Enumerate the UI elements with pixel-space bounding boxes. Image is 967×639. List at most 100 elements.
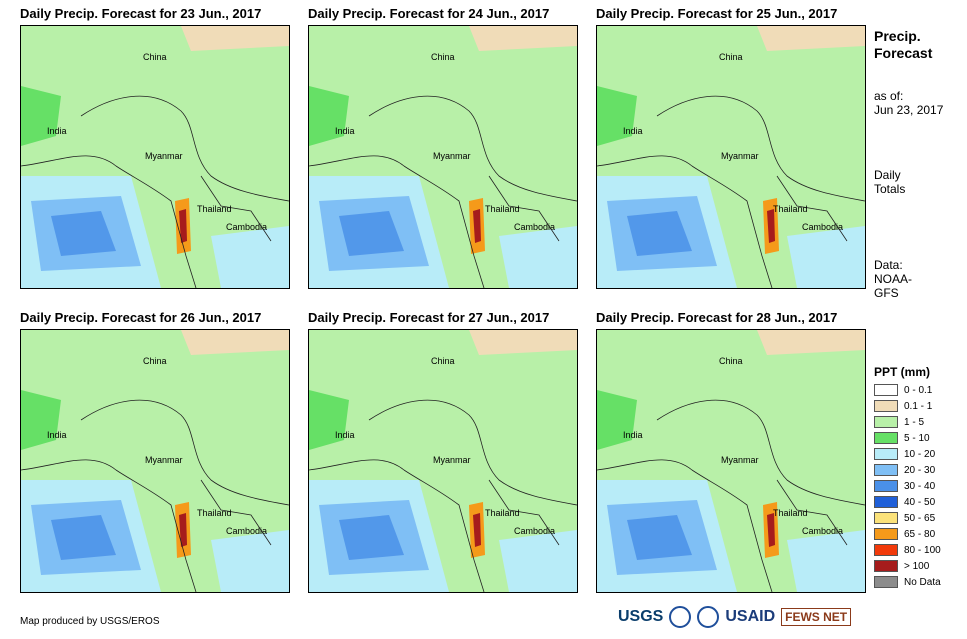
label-thailand: Thailand (773, 204, 808, 214)
label-china: China (431, 52, 455, 62)
totals-block: Daily Totals (874, 168, 905, 196)
coastline (21, 155, 197, 288)
legend-item: 0 - 0.1 (874, 382, 941, 398)
panel-title: Daily Precip. Forecast for 24 Jun., 2017 (308, 6, 550, 21)
precip-map-graphic (597, 330, 865, 592)
legend-label: 20 - 30 (904, 464, 936, 476)
legend-item: 1 - 5 (874, 414, 941, 430)
as-of-label: as of: (874, 89, 904, 103)
coastline (309, 459, 485, 592)
country-border (776, 479, 848, 546)
precip-map-graphic (597, 26, 865, 288)
legend-swatch (874, 432, 898, 444)
as-of-block: as of: Jun 23, 2017 (874, 89, 943, 117)
legend-label: 30 - 40 (904, 480, 936, 492)
dry-region (757, 26, 865, 51)
country-border (200, 175, 272, 242)
label-cambodia: Cambodia (802, 526, 844, 536)
coastline (597, 459, 773, 592)
panel-title: Daily Precip. Forecast for 25 Jun., 2017 (596, 6, 838, 21)
label-thailand: Thailand (197, 508, 232, 518)
extreme-rain-core (767, 209, 775, 243)
extreme-rain-core (179, 513, 187, 547)
legend-item: 30 - 40 (874, 478, 941, 494)
legend-item: 40 - 50 (874, 494, 941, 510)
country-border (80, 95, 289, 202)
south-china-sea-region (211, 226, 289, 288)
label-myanmar: Myanmar (145, 151, 183, 161)
usaid-seal-icon (697, 606, 720, 628)
legend-swatch (874, 576, 898, 588)
legend-title: PPT (mm) (874, 365, 931, 379)
extreme-rain-core (473, 513, 481, 547)
legend-swatch (874, 416, 898, 428)
legend-item: No Data (874, 574, 941, 590)
data-source-line3: GFS (874, 286, 899, 300)
legend-swatch (874, 496, 898, 508)
country-border (368, 399, 577, 506)
data-source-line2: NOAA- (874, 272, 913, 286)
country-border (488, 175, 560, 242)
legend-swatch (874, 384, 898, 396)
usaid-logo: USAID (725, 608, 776, 625)
side-title-line1: Precip. (874, 28, 921, 44)
label-cambodia: Cambodia (802, 222, 844, 232)
precip-map: China India Myanmar Thailand Cambodia (20, 329, 290, 593)
logo-bar: USGS USAID FEWS NET (618, 606, 852, 628)
south-china-sea-region (787, 530, 865, 592)
label-india: India (47, 430, 67, 440)
ocean-heavy-rain-band (627, 211, 692, 256)
label-cambodia: Cambodia (514, 526, 556, 536)
label-china: China (143, 52, 167, 62)
map-panel-4: Daily Precip. Forecast for 26 Jun., 2017… (20, 310, 290, 593)
panel-title: Daily Precip. Forecast for 28 Jun., 2017 (596, 310, 838, 325)
moderate-rain-region (597, 86, 637, 146)
side-title-line2: Forecast (874, 45, 933, 61)
label-china: China (143, 356, 167, 366)
legend-swatch (874, 560, 898, 572)
south-china-sea-region (499, 226, 577, 288)
ocean-heavy-rain-band (51, 211, 116, 256)
ppt-legend: PPT (mm) 0 - 0.1 0.1 - 1 1 - 5 5 - 10 10 - 2… (874, 365, 941, 590)
panel-title: Daily Precip. Forecast for 26 Jun., 2017 (20, 310, 262, 325)
side-title: Precip. Forecast (874, 28, 932, 62)
precip-map-graphic (309, 330, 577, 592)
south-china-sea-region (499, 530, 577, 592)
extreme-rain-core (767, 513, 775, 547)
label-china: China (719, 356, 743, 366)
moderate-rain-region (309, 86, 349, 146)
precip-map: China India Myanmar Thailand Cambodia (308, 25, 578, 289)
fews-net-logo: FEWS NET (781, 608, 852, 626)
moderate-rain-region (597, 390, 637, 450)
label-myanmar: Myanmar (721, 455, 759, 465)
label-myanmar: Myanmar (433, 151, 471, 161)
country-border (776, 175, 848, 242)
map-panel-5: Daily Precip. Forecast for 27 Jun., 2017… (308, 310, 578, 593)
moderate-rain-region (309, 390, 349, 450)
dry-region (469, 330, 577, 355)
label-myanmar: Myanmar (145, 455, 183, 465)
legend-label: 65 - 80 (904, 528, 936, 540)
legend-label: 50 - 65 (904, 512, 936, 524)
legend-label: No Data (904, 576, 941, 588)
ocean-heavy-rain-band (627, 515, 692, 560)
legend-rows: 0 - 0.1 0.1 - 1 1 - 5 5 - 10 10 - 20 20 - 30 3… (874, 382, 941, 590)
legend-label: 10 - 20 (904, 448, 936, 460)
precip-map: China India Myanmar Thailand Cambodia (596, 329, 866, 593)
country-border (80, 399, 289, 506)
extreme-rain-core (179, 209, 187, 243)
dry-region (181, 330, 289, 355)
legend-item: 20 - 30 (874, 462, 941, 478)
moderate-rain-region (21, 86, 61, 146)
map-panel-3: Daily Precip. Forecast for 25 Jun., 2017… (596, 6, 866, 289)
usgs-logo: USGS (618, 608, 664, 625)
legend-item: 10 - 20 (874, 446, 941, 462)
legend-label: > 100 (904, 560, 930, 572)
ocean-heavy-rain-band (339, 515, 404, 560)
moderate-rain-region (21, 390, 61, 450)
precip-map-graphic (309, 26, 577, 288)
legend-label: 0.1 - 1 (904, 400, 933, 412)
coastline (309, 155, 485, 288)
label-thailand: Thailand (485, 508, 520, 518)
country-border (368, 95, 577, 202)
